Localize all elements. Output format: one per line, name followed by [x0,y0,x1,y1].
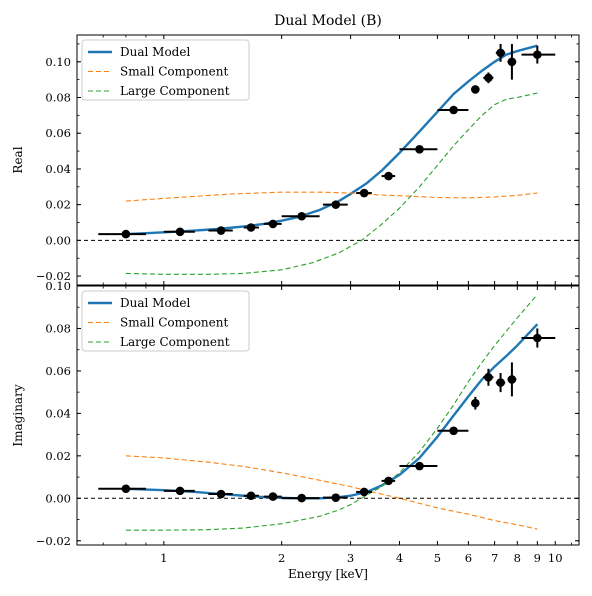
plot-frame [76,34,580,286]
data-point [384,171,393,181]
data-point [507,57,517,67]
y-tick-label: 0.02 [45,198,71,212]
y-tick-label: −0.02 [36,269,71,283]
x-tick-label: 8 [514,551,521,565]
legend-label-large-component: Large Component [120,335,230,349]
data-point [175,227,185,237]
legend-label-dual-model: Dual Model [120,296,190,310]
panel-imaginary: −0.02 0.00 0.02 0.04 0.06 0.08 0.10 1 2 3 4 5 6 7 8 9 10… [11,279,580,565]
x-axis-label: Energy [keV] [288,567,368,581]
y-tick-label: 0.10 [45,279,71,293]
plot-frame [76,285,580,546]
y-tick-label: 0.10 [45,55,71,69]
legend-label-small-component: Small Component [120,65,228,79]
x-tick-label: 7 [491,551,498,565]
data-point [246,223,256,232]
data-point [246,491,256,501]
data-point [496,378,505,387]
data-point [471,85,480,94]
x-tick-label: 4 [396,551,403,565]
y-tick-label: 0.02 [45,449,71,463]
panel-real: −0.02 0.00 0.02 0.04 0.06 0.08 0.10 Real Dual Mo… [11,34,580,286]
data-point [415,461,424,471]
x-tick-label: 9 [534,551,541,565]
y-tick-label: 0.04 [45,406,71,420]
legend-box [81,39,250,101]
data-point [449,426,458,436]
y-axis-label: Real [11,146,25,173]
data-point [471,398,480,408]
data-point [121,229,131,239]
series-large-component-line [125,92,538,275]
data-point [496,48,505,58]
data-point [507,375,517,384]
data-point [216,226,226,235]
y-axis-label: Imaginary [11,384,25,446]
x-tick-label: 5 [434,551,441,565]
data-point [175,486,185,496]
data-point [484,73,493,83]
series-large-component-line [125,294,538,531]
legend-label-small-component: Small Component [120,316,228,330]
x-tick-label: 2 [278,551,285,565]
y-tick-label: 0.04 [45,162,71,176]
series-small-component-line [125,191,538,202]
data-point [297,211,306,221]
y-tick-label: 0.08 [45,321,71,335]
data-point [268,219,278,229]
y-tick-label: 0.08 [45,91,71,105]
x-tick-label: 10 [548,551,563,565]
data-point [297,493,306,503]
data-point [384,476,393,486]
y-tick-label: 0.06 [45,126,71,140]
y-tick-label: 0.06 [45,364,71,378]
series-dual-model-line [125,44,538,236]
data-point [268,492,278,501]
data-point [359,188,369,198]
data-point [449,105,458,115]
data-point [331,200,341,209]
x-tick-label: 6 [465,551,472,565]
x-tick-label: 3 [347,551,354,565]
chart-title: Dual Model (B) [274,13,382,29]
y-tick-label: 0.00 [45,233,71,247]
data-point [533,333,542,343]
x-tick-label: 1 [160,551,167,565]
legend-box [81,290,250,352]
data-point [216,489,226,499]
legend-label-large-component: Large Component [120,84,230,98]
legend-label-dual-model: Dual Model [120,45,190,59]
y-tick-label: 0.00 [45,491,71,505]
data-point [415,144,424,154]
data-point [533,50,542,59]
y-tick-label: −0.02 [36,534,71,548]
data-point [331,493,341,502]
data-point [121,484,131,494]
data-point [359,487,369,497]
data-point [484,372,493,382]
